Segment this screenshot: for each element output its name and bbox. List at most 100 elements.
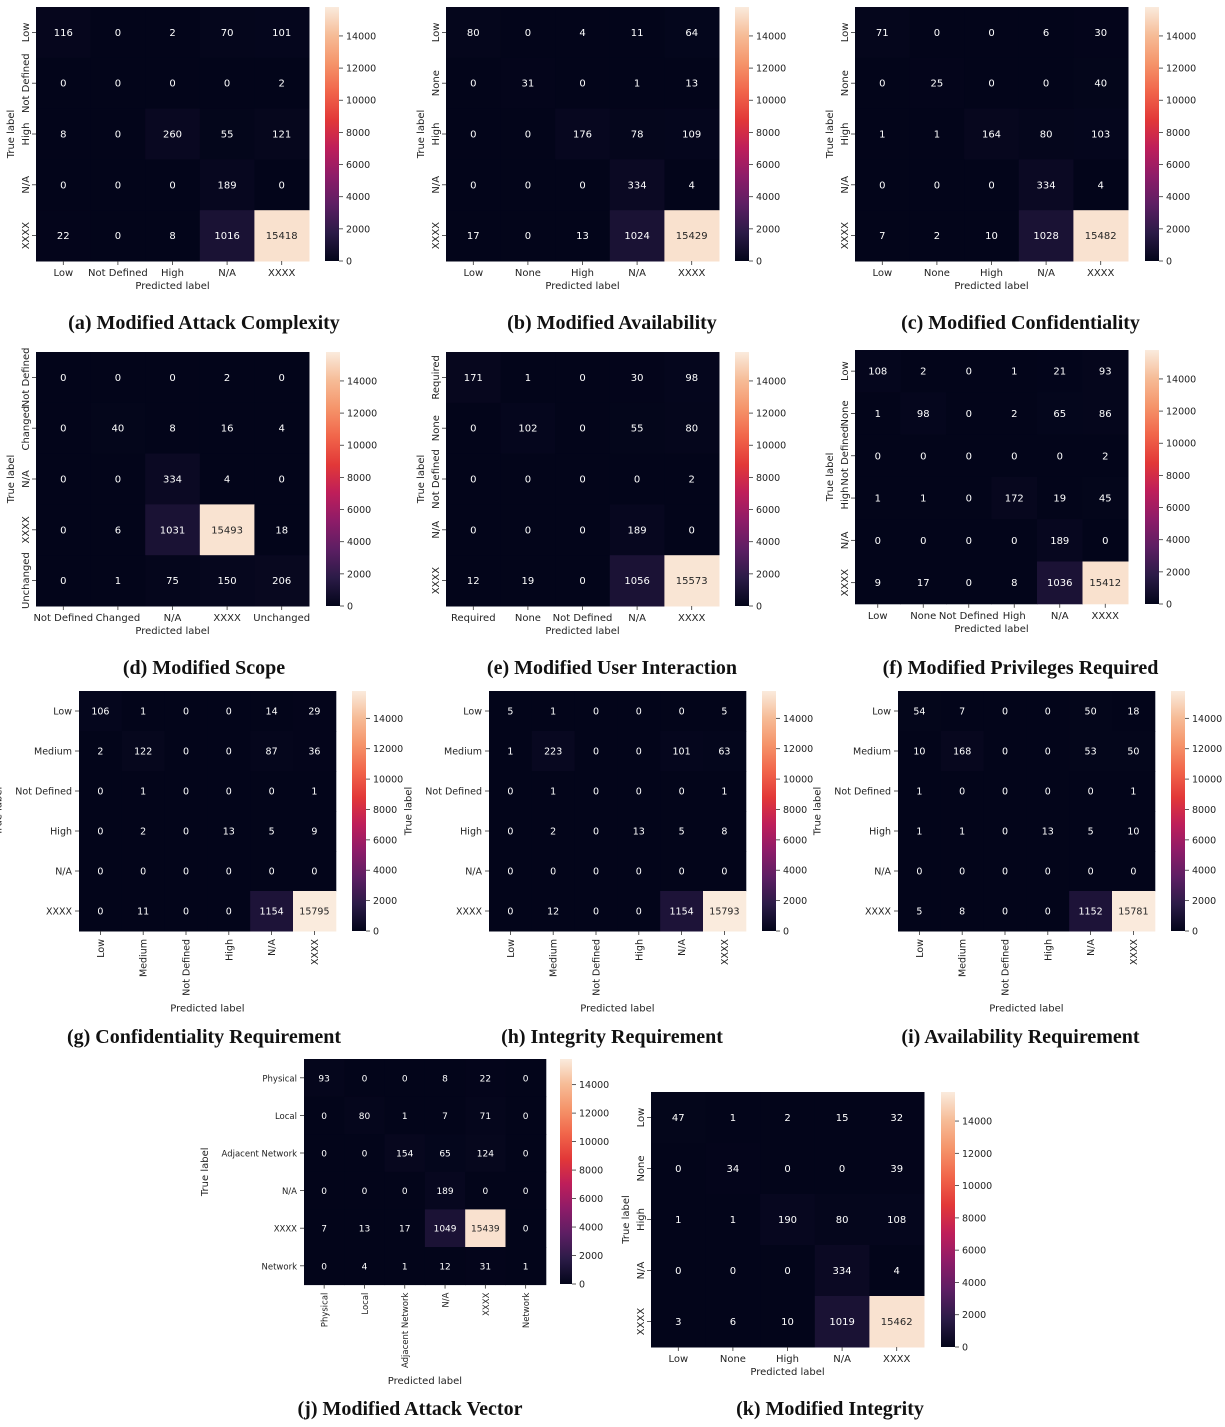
caption-j: (j) Modified Attack Vector bbox=[297, 1398, 523, 1420]
colorbar-tick-label: 6000 bbox=[1166, 160, 1190, 171]
colorbar-tick-label: 10000 bbox=[347, 441, 377, 452]
heatmap-cell bbox=[1018, 108, 1074, 160]
heatmap-cell bbox=[983, 731, 1027, 772]
colorbar-tick-label: 6000 bbox=[1166, 503, 1190, 514]
heatmap-cell bbox=[500, 555, 556, 607]
x-tick-label: XXXX bbox=[213, 613, 241, 624]
cell-value-label: 18 bbox=[275, 525, 288, 536]
heatmap-cell bbox=[199, 57, 255, 110]
colorbar-tick-label: 0 bbox=[756, 602, 762, 613]
x-axis-label: Predicted label bbox=[545, 626, 619, 637]
y-tick-label: N/A bbox=[282, 1187, 297, 1197]
y-tick-label: Changed bbox=[21, 406, 32, 451]
cell-value-label: 65 bbox=[439, 1150, 450, 1160]
colorbar-tick-label: 0 bbox=[962, 1343, 968, 1354]
heatmap-cell bbox=[617, 851, 661, 892]
heatmap-cell bbox=[90, 57, 146, 110]
heatmap-cell bbox=[90, 352, 146, 404]
cell-value-label: 189 bbox=[1050, 536, 1069, 547]
cell-value-label: 0 bbox=[593, 867, 599, 878]
heatmap-cell bbox=[555, 7, 611, 59]
x-tick-label: N/A bbox=[267, 939, 278, 956]
x-axis-label: Predicted label bbox=[954, 624, 1028, 635]
cell-value-label: 0 bbox=[525, 130, 531, 141]
heatmap-cell bbox=[651, 1245, 707, 1297]
cell-value-label: 0 bbox=[507, 907, 513, 918]
heatmap-cell bbox=[760, 1092, 816, 1144]
heatmap-cell bbox=[145, 352, 201, 404]
cell-value-label: 4 bbox=[279, 424, 285, 435]
colorbar-tick-label: 12000 bbox=[579, 1109, 609, 1120]
heatmap-cell bbox=[384, 1096, 426, 1135]
cell-value-label: 1152 bbox=[1079, 907, 1103, 918]
x-tick-label: XXXX bbox=[1092, 611, 1120, 622]
heatmap-cell bbox=[424, 1171, 466, 1210]
heatmap-cell bbox=[90, 402, 146, 455]
colorbar-tick-label: 0 bbox=[1192, 927, 1198, 938]
colorbar bbox=[941, 1092, 955, 1347]
colorbar bbox=[1145, 350, 1159, 604]
heatmap-cell bbox=[145, 7, 201, 59]
heatmap-cell bbox=[293, 771, 337, 812]
cell-value-label: 0 bbox=[362, 1150, 368, 1160]
cell-value-label: 0 bbox=[470, 180, 476, 191]
cell-value-label: 40 bbox=[1094, 79, 1107, 90]
heatmap-cell bbox=[555, 210, 611, 262]
cell-value-label: 25 bbox=[931, 79, 944, 90]
heatmap-cell bbox=[946, 519, 992, 562]
heatmap-cell bbox=[90, 210, 146, 262]
cell-value-label: 0 bbox=[839, 1164, 845, 1175]
heatmap-cell bbox=[121, 771, 166, 812]
heatmap-cell bbox=[940, 891, 985, 932]
caption-b: (b) Modified Availability bbox=[507, 312, 717, 334]
heatmap-cell bbox=[79, 771, 123, 812]
colorbar-tick-label: 14000 bbox=[783, 714, 813, 725]
cell-value-label: 50 bbox=[1085, 707, 1097, 718]
y-tick-label: N/A bbox=[874, 867, 891, 878]
heatmap-cell bbox=[424, 1134, 466, 1173]
heatmap-cell bbox=[199, 159, 255, 211]
y-tick-label: N/A bbox=[21, 470, 32, 488]
colorbar-tick-label: 0 bbox=[1166, 257, 1172, 268]
cell-value-label: 0 bbox=[721, 867, 727, 878]
heatmap-cell bbox=[1037, 561, 1083, 605]
cell-value-label: 0 bbox=[311, 867, 317, 878]
cell-value-label: 14 bbox=[266, 707, 278, 718]
cell-value-label: 0 bbox=[636, 787, 642, 798]
heatmap-cell bbox=[207, 891, 251, 932]
cell-value-label: 0 bbox=[279, 373, 285, 384]
heatmap-cell bbox=[760, 1143, 816, 1195]
cell-value-label: 13 bbox=[685, 79, 698, 90]
colorbar bbox=[1145, 7, 1159, 261]
heatmap-cell bbox=[609, 504, 665, 556]
heatmap-cell bbox=[664, 352, 720, 404]
heatmap-cell bbox=[344, 1096, 386, 1135]
cell-value-label: 0 bbox=[579, 525, 585, 536]
cell-value-label: 0 bbox=[636, 907, 642, 918]
cell-value-label: 87 bbox=[266, 747, 278, 758]
heatmap-cell bbox=[36, 108, 92, 160]
heatmap-cell bbox=[991, 434, 1038, 478]
heatmap-cell bbox=[500, 159, 556, 211]
cell-value-label: 0 bbox=[60, 424, 66, 435]
heatmap-cell bbox=[991, 392, 1038, 436]
heatmap-cell bbox=[703, 811, 747, 852]
heatmap-cell bbox=[898, 891, 942, 932]
x-tick-label: Not Defined bbox=[88, 268, 148, 279]
heatmap-cell bbox=[1073, 57, 1129, 110]
x-tick-label: XXXX bbox=[720, 939, 731, 966]
cell-value-label: 1 bbox=[920, 494, 926, 505]
colorbar-tick-label: 0 bbox=[346, 257, 352, 268]
heatmap-cell bbox=[664, 504, 720, 556]
cell-value-label: 1 bbox=[916, 787, 922, 798]
colorbar-tick-label: 10000 bbox=[1166, 96, 1196, 107]
heatmap-cell bbox=[660, 851, 704, 892]
panel-h: 5 1 0 0 0 5 1 223 0 0 101 63 0 1 0 0 0 1 0 2 0 13 5 8 0 0 0 0 0 0 0 12 0… bbox=[403, 690, 816, 1055]
y-tick-label: N/A bbox=[21, 176, 32, 194]
heatmap-cell bbox=[505, 1209, 547, 1248]
heatmap-cell bbox=[609, 108, 665, 160]
colorbar-tick-label: 0 bbox=[756, 257, 762, 268]
heatmap-cell bbox=[983, 691, 1027, 732]
cell-value-label: 0 bbox=[784, 1164, 790, 1175]
x-tick-label: N/A bbox=[1037, 268, 1055, 279]
